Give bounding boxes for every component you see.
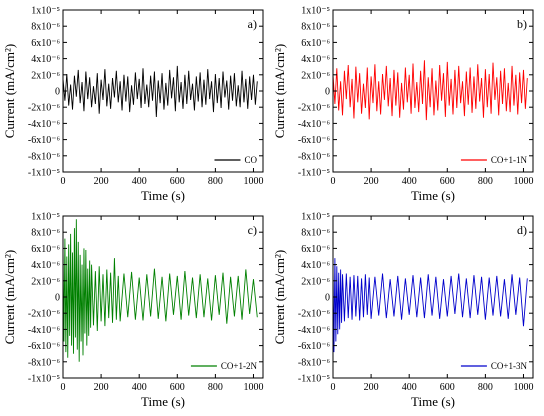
y-tick-label: -2x10⁻⁶	[298, 309, 331, 320]
panel-label: b)	[517, 17, 527, 31]
x-tick-label: 0	[331, 176, 336, 187]
x-tick-label: 1000	[513, 382, 533, 393]
x-tick-label: 400	[402, 176, 417, 187]
legend-label: CO+1-2N	[221, 361, 258, 371]
y-tick-label: 1x10⁻⁵	[301, 6, 330, 17]
x-tick-label: 800	[208, 176, 223, 187]
chart-panel-3: -1x10⁻⁵ -8x10⁻⁶ -6x10⁻⁶ -4x10⁻⁶ -2x10⁻⁶ 0 2x10…	[272, 212, 534, 409]
x-tick-label: 400	[402, 382, 417, 393]
y-tick-label: 1x10⁻⁵	[31, 212, 60, 223]
y-tick-label: 0	[55, 293, 60, 304]
y-tick-label: -2x10⁻⁶	[28, 103, 61, 114]
x-tick-label: 200	[94, 176, 109, 187]
y-tick-label: 2x10⁻⁶	[31, 276, 60, 287]
y-tick-label: -8x10⁻⁶	[298, 151, 331, 162]
x-tick-label: 600	[440, 176, 455, 187]
chart-panel-1: -1x10⁻⁵ -8x10⁻⁶ -6x10⁻⁶ -4x10⁻⁶ -2x10⁻⁶ 0 2x10…	[272, 6, 534, 203]
x-tick-label: 0	[331, 382, 336, 393]
x-tick-label: 1000	[243, 176, 263, 187]
y-tick-label: 4x10⁻⁶	[301, 260, 330, 271]
legend-label: CO+1-1N	[491, 155, 528, 165]
y-tick-label: -8x10⁻⁶	[28, 151, 61, 162]
y-tick-label: 4x10⁻⁶	[31, 260, 60, 271]
y-tick-label: -2x10⁻⁶	[298, 103, 331, 114]
x-tick-label: 200	[364, 382, 379, 393]
x-tick-label: 600	[440, 382, 455, 393]
x-axis-title: Time (s)	[141, 188, 185, 203]
x-tick-label: 800	[478, 382, 493, 393]
x-axis-title: Time (s)	[411, 188, 455, 203]
x-tick-label: 800	[208, 382, 223, 393]
y-tick-label: 1x10⁻⁵	[31, 6, 60, 17]
y-axis-title: Current (mA/cm²)	[2, 44, 17, 139]
y-tick-label: 4x10⁻⁶	[301, 54, 330, 65]
y-axis-title: Current (mA/cm²)	[2, 250, 17, 345]
y-tick-label: -6x10⁻⁶	[298, 341, 331, 352]
y-tick-label: 4x10⁻⁶	[31, 54, 60, 65]
chart-panel-2: -1x10⁻⁵ -8x10⁻⁶ -6x10⁻⁶ -4x10⁻⁶ -2x10⁻⁶ 0 2x10…	[2, 212, 264, 409]
series-line-0	[333, 60, 528, 121]
chart-panel-0: -1x10⁻⁵ -8x10⁻⁶ -6x10⁻⁶ -4x10⁻⁶ -2x10⁻⁶ 0 2x10…	[2, 6, 264, 203]
x-tick-label: 400	[132, 382, 147, 393]
y-tick-label: -2x10⁻⁶	[28, 309, 61, 320]
y-tick-label: -8x10⁻⁶	[28, 357, 61, 368]
y-tick-label: -6x10⁻⁶	[28, 135, 61, 146]
series-line-0	[63, 219, 258, 362]
x-tick-label: 0	[61, 382, 66, 393]
y-tick-label: -4x10⁻⁶	[298, 119, 331, 130]
x-axis-title: Time (s)	[411, 394, 455, 409]
y-tick-label: -6x10⁻⁶	[28, 341, 61, 352]
y-tick-label: 0	[55, 87, 60, 98]
y-tick-label: 8x10⁻⁶	[301, 228, 330, 239]
y-tick-label: 2x10⁻⁶	[301, 276, 330, 287]
y-tick-label: 8x10⁻⁶	[31, 228, 60, 239]
x-tick-label: 800	[478, 176, 493, 187]
legend-label: CO+1-3N	[491, 361, 528, 371]
x-tick-label: 200	[364, 176, 379, 187]
y-tick-label: 6x10⁻⁶	[301, 38, 330, 49]
x-axis-title: Time (s)	[141, 394, 185, 409]
x-tick-label: 0	[61, 176, 66, 187]
y-tick-label: 0	[325, 87, 330, 98]
legend-label: CO	[244, 155, 257, 165]
y-tick-label: -1x10⁻⁵	[28, 168, 60, 179]
y-tick-label: -4x10⁻⁶	[298, 325, 331, 336]
y-axis-title: Current (mA/cm²)	[272, 44, 287, 139]
y-tick-label: 8x10⁻⁶	[301, 22, 330, 33]
x-tick-label: 200	[94, 382, 109, 393]
x-tick-label: 400	[132, 176, 147, 187]
y-tick-label: 2x10⁻⁶	[31, 70, 60, 81]
y-axis-title: Current (mA/cm²)	[272, 250, 287, 345]
x-tick-label: 1000	[243, 382, 263, 393]
x-tick-label: 1000	[513, 176, 533, 187]
y-tick-label: -4x10⁻⁶	[28, 119, 61, 130]
y-tick-label: 2x10⁻⁶	[301, 70, 330, 81]
panel-label: d)	[517, 223, 527, 237]
y-tick-label: 0	[325, 293, 330, 304]
y-tick-label: -4x10⁻⁶	[28, 325, 61, 336]
y-tick-label: 8x10⁻⁶	[31, 22, 60, 33]
panel-label: a)	[248, 17, 257, 31]
y-tick-label: -6x10⁻⁶	[298, 135, 331, 146]
y-tick-label: 6x10⁻⁶	[301, 244, 330, 255]
y-tick-label: -1x10⁻⁵	[298, 374, 330, 385]
x-tick-label: 600	[170, 382, 185, 393]
panel-label: c)	[248, 223, 257, 237]
y-tick-label: -8x10⁻⁶	[298, 357, 331, 368]
y-tick-label: -1x10⁻⁵	[28, 374, 60, 385]
series-line-0	[63, 65, 258, 117]
y-tick-label: 6x10⁻⁶	[31, 38, 60, 49]
y-tick-label: 6x10⁻⁶	[31, 244, 60, 255]
y-tick-label: 1x10⁻⁵	[301, 212, 330, 223]
x-tick-label: 600	[170, 176, 185, 187]
y-tick-label: -1x10⁻⁵	[298, 168, 330, 179]
series-line-0	[333, 258, 528, 353]
